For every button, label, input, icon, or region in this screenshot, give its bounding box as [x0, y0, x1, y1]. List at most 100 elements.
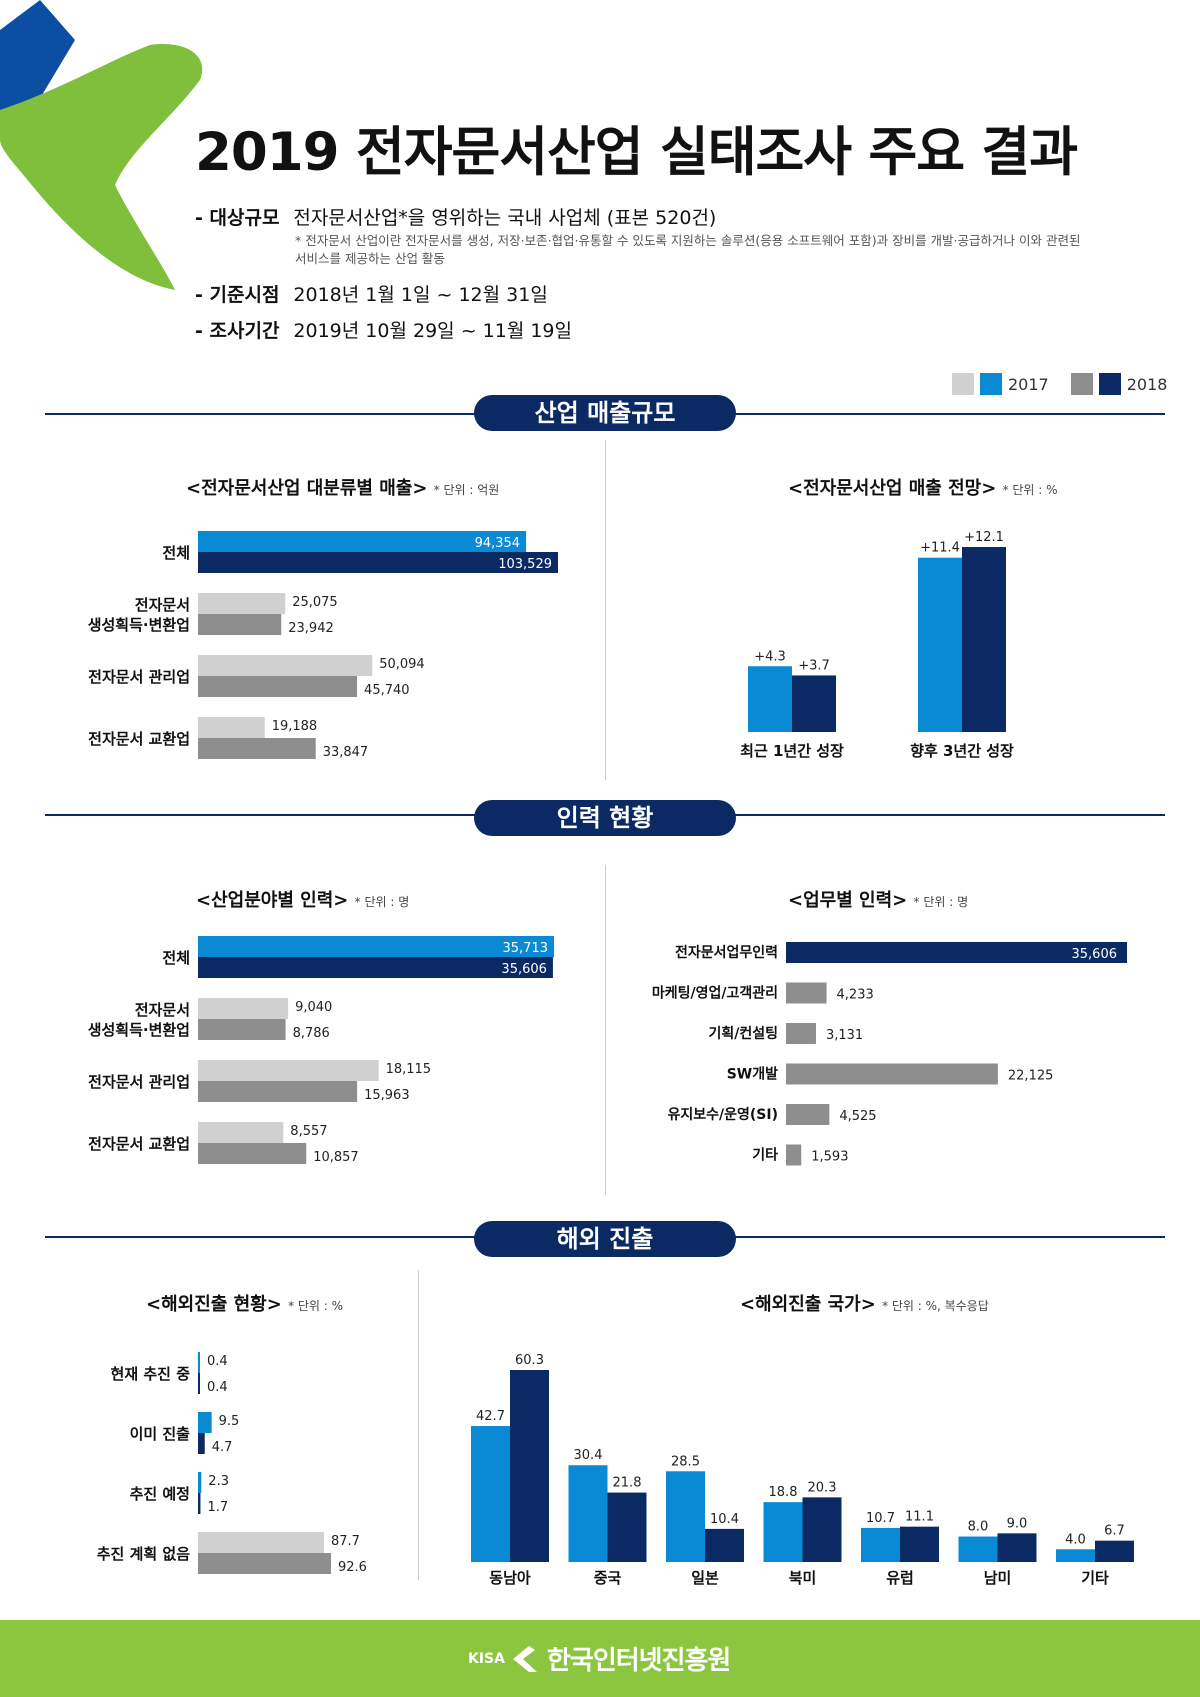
section-header-workforce: 인력 현황: [474, 800, 736, 836]
data-label: 10.4: [710, 1512, 739, 1527]
bar: [786, 942, 1127, 963]
data-label: 6.7: [1104, 1524, 1125, 1539]
category-label: 기획/컨설팅: [708, 1025, 778, 1042]
category-label: 현재 추진 중: [111, 1365, 191, 1383]
chart-unit: * 단위 : 억원: [433, 483, 500, 497]
bar-2017: [1056, 1549, 1095, 1562]
bar-2018: [198, 1143, 307, 1164]
data-label: 50,094: [379, 657, 425, 672]
column-divider: [605, 440, 606, 780]
bar-2018: [705, 1528, 744, 1562]
bar-2018: [997, 1533, 1037, 1562]
bar-2017: [471, 1426, 510, 1562]
bar-2018: [198, 676, 358, 697]
chart-outlook: +4.3 +3.7 최근 1년간 성장 +11.4 +12.1 향후 3년간 성장: [740, 530, 1014, 760]
category-label: 추진 예정: [130, 1485, 190, 1503]
bar-2018: [792, 675, 836, 732]
data-label: 35,713: [503, 941, 549, 956]
category-label: 북미: [789, 1569, 817, 1587]
bar-2018: [198, 1433, 205, 1454]
bar-2018: [198, 1081, 358, 1102]
chart-title-text: <전자문서산업 매출 전망>: [788, 478, 997, 499]
bar-2017: [198, 717, 265, 738]
bar: [786, 1023, 816, 1044]
chart-title-text: <업무별 인력>: [788, 890, 908, 911]
bar-2017: [198, 1122, 284, 1143]
data-label: 9.0: [1007, 1516, 1028, 1531]
category-label: 이미 진출: [130, 1425, 191, 1443]
page-title: 2019 전자문서산업 실태조사 주요 결과: [195, 122, 1078, 183]
section-header-revenue: 산업 매출규모: [474, 395, 736, 431]
data-label: 18.8: [769, 1485, 798, 1500]
meta-row-reference: - 기준시점 2018년 1월 1일 ~ 12월 31일: [195, 280, 548, 307]
category-label: 일본: [691, 1569, 719, 1587]
category-label: 전체: [162, 949, 190, 967]
meta-value: 2019년 10월 29일 ~ 11월 19일: [293, 320, 573, 342]
bar-2018: [198, 614, 282, 635]
bar-2017: [198, 1352, 200, 1373]
data-label: 3,131: [826, 1028, 863, 1043]
data-label: 8,786: [293, 1026, 330, 1041]
bar-2017: [198, 593, 286, 614]
legend-label-2017: 2017: [1008, 374, 1049, 394]
bar-2017: [198, 1532, 324, 1553]
chart-title-overseas-country: <해외진출 국가> * 단위 : %, 복수응답: [740, 1290, 989, 1316]
bar: [786, 1144, 802, 1166]
data-label: 4.0: [1065, 1532, 1086, 1547]
category-label: 전자문서 관리업: [88, 1073, 190, 1091]
data-label: 0.4: [207, 1354, 228, 1369]
data-label: 45,740: [364, 683, 410, 698]
data-label: 8.0: [968, 1520, 989, 1535]
legend-swatch-blue: [980, 373, 1002, 395]
bar-2018: [510, 1370, 549, 1562]
bar: [786, 1104, 830, 1125]
meta-row-period: - 조사기간 2019년 10월 29일 ~ 11월 19일: [195, 316, 572, 343]
footer-org-name: 한국인터넷진흥원: [546, 1646, 731, 1676]
data-label: 11.1: [905, 1510, 934, 1525]
data-label: 103,529: [498, 557, 552, 572]
footer-logo: KISA 한국인터넷진흥원: [468, 1640, 731, 1677]
data-label: +4.3: [754, 649, 786, 664]
section-header-overseas: 해외 진출: [474, 1221, 736, 1257]
bar-2018: [962, 547, 1006, 732]
category-label: 기타: [1081, 1569, 1109, 1587]
category-label: 전자문서 생성획득·변환업: [88, 1001, 190, 1039]
chart-overseas-country: 42.7 60.3 동남아 30.4 21.8 중국 28.5 10.4 일본 18.8 20.3 북…: [471, 1353, 1134, 1587]
data-label: 92.6: [338, 1560, 367, 1575]
data-label: 9.5: [219, 1414, 240, 1429]
bar-2018: [607, 1492, 647, 1562]
data-label: 0.4: [207, 1380, 228, 1395]
chart-title-text: <해외진출 국가>: [740, 1294, 876, 1315]
column-divider: [418, 1270, 419, 1580]
meta-value: 전자문서산업*을 영위하는 국내 사업체 (표본 520건): [293, 207, 717, 229]
bar-2018: [198, 1553, 331, 1574]
data-label: 10,857: [313, 1150, 359, 1165]
footer-band: [0, 1620, 1200, 1697]
data-label: 8,557: [290, 1124, 327, 1139]
data-label: 23,942: [288, 621, 334, 636]
bar-2017: [918, 557, 962, 732]
chart-unit: * 단위 : 명: [913, 895, 969, 909]
meta-key: - 기준시점: [195, 284, 280, 306]
bar: [786, 1063, 998, 1085]
bar-2017: [198, 655, 373, 676]
legend-swatch-lightgray: [952, 373, 974, 395]
kisa-k-icon: [512, 1645, 537, 1672]
data-label: 25,075: [292, 595, 338, 610]
legend-swatch-gray: [1070, 373, 1093, 395]
data-label: 87.7: [331, 1534, 360, 1549]
chart-unit: * 단위 : %: [288, 1299, 344, 1313]
chart-overseas-status: 현재 추진 중 0.4 0.4 이미 진출 9.5 4.7 추진 예정 2.3 1.7 추진 계획…: [97, 1352, 367, 1575]
chart-title-revenue: <전자문서산업 대분류별 매출> * 단위 : 억원: [186, 474, 499, 500]
category-label: 최근 1년간 성장: [740, 742, 844, 760]
bar: [786, 982, 827, 1004]
category-label: 전자문서 교환업: [88, 1135, 190, 1153]
category-label: 남미: [984, 1569, 1012, 1587]
data-label: 33,847: [323, 745, 369, 760]
chart-unit: * 단위 : %: [1002, 483, 1058, 497]
category-label: 중국: [594, 1569, 622, 1587]
chart-title-text: <전자문서산업 대분류별 매출>: [186, 478, 428, 499]
data-label: 42.7: [476, 1409, 505, 1424]
data-label: 94,354: [475, 536, 521, 551]
bar-2018: [198, 1493, 201, 1514]
